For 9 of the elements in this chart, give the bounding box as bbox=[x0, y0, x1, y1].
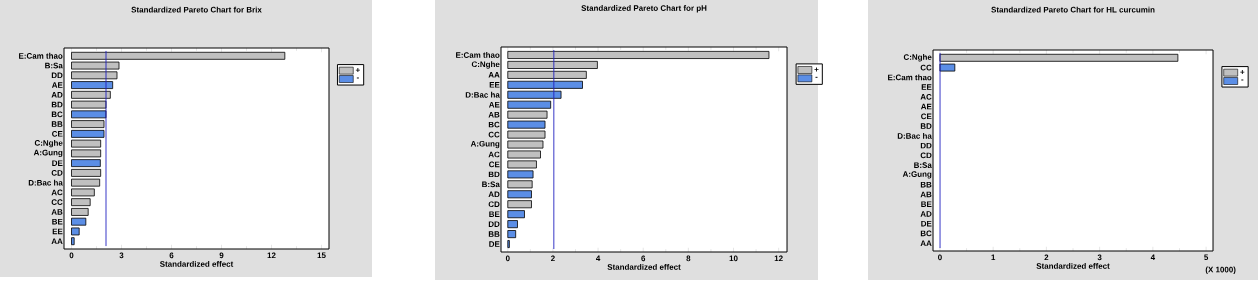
bar bbox=[507, 210, 525, 219]
bar bbox=[507, 50, 770, 59]
bar bbox=[71, 81, 114, 89]
bar bbox=[507, 60, 598, 69]
bar bbox=[507, 80, 583, 89]
bar bbox=[507, 70, 587, 79]
bar bbox=[507, 220, 518, 229]
bar bbox=[507, 230, 517, 239]
bar bbox=[71, 208, 89, 216]
